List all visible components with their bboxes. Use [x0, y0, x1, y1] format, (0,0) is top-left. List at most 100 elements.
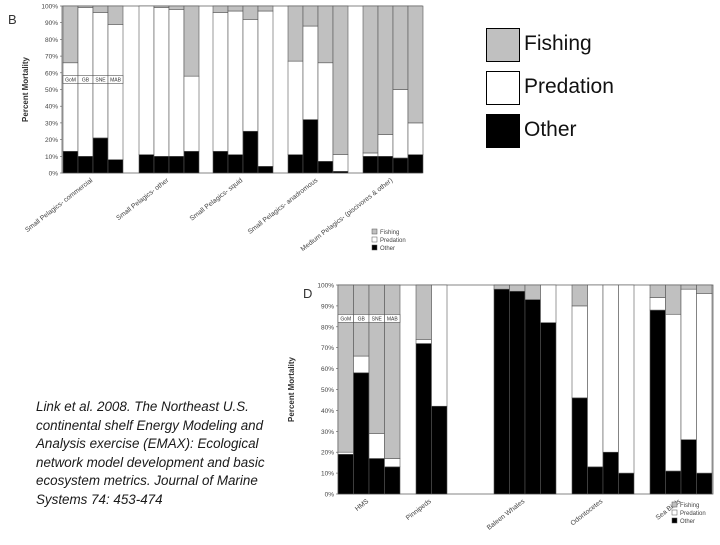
bar-segment-other [362, 156, 379, 174]
bar-segment-other [242, 130, 259, 174]
bar-segment-fishing [337, 284, 354, 453]
small-legend-label-fishing: Fishing [680, 503, 699, 509]
category-label: Small Pelagics- commercial [24, 177, 94, 234]
region-key-label: MAB [387, 317, 399, 323]
bar-segment-other [92, 137, 109, 174]
small-legend-label-other: Other [680, 519, 695, 525]
bar-segment-predation [138, 5, 155, 155]
bar-segment-other [540, 322, 557, 495]
bar-segment-fishing [257, 5, 274, 12]
y-tick-label: 50% [45, 87, 58, 94]
y-tick-label: 90% [321, 303, 334, 310]
bar-segment-predation [227, 10, 244, 155]
bar-segment-fishing [696, 284, 713, 294]
bar-segment-predation [287, 60, 304, 155]
bar-segment-other [384, 466, 401, 495]
bar-segment-other [680, 439, 697, 495]
bar-segment-predation [587, 284, 604, 468]
bar-segment-predation [665, 313, 682, 472]
y-tick-label: 40% [45, 104, 58, 111]
small-legend-swatch-predation [671, 509, 678, 516]
bar-segment-predation [431, 284, 448, 407]
bar-segment-predation [242, 19, 259, 132]
bar-segment-fishing [92, 5, 109, 13]
bar-segment-other [302, 119, 319, 174]
bar-segment-other [337, 453, 354, 495]
bar-segment-other [62, 150, 79, 174]
region-key-label: SNE [95, 78, 106, 84]
y-tick-label: 30% [45, 120, 58, 127]
bar-segment-other [602, 451, 619, 495]
chart-d-svg: D Percent Mortality 0% 10% 20% 30% 40% 50% 60% 70… [287, 283, 714, 532]
y-tick-label: 80% [321, 324, 334, 331]
bar-segment-other [509, 290, 526, 495]
y-tick-label: 70% [321, 345, 334, 352]
bar-segment-fishing [212, 5, 229, 13]
bar-segment-fishing [680, 284, 697, 290]
bar-segment-fishing [77, 5, 94, 8]
bar-segment-predation [212, 12, 229, 152]
bar-segment-fishing [493, 284, 510, 290]
bar-segment-other [257, 166, 274, 174]
bar-segment-predation [540, 284, 557, 323]
legend-swatch-other [486, 114, 520, 148]
bar-segment-fishing [415, 284, 432, 340]
bar-segment-other [377, 156, 394, 174]
y-tick-label: 50% [321, 387, 334, 394]
bar-segment-fishing [362, 5, 379, 154]
bar-segment-other [696, 472, 713, 495]
y-tick-label: 70% [45, 54, 58, 61]
y-tick-label: 40% [321, 408, 334, 415]
bar-segment-predation [571, 305, 588, 399]
bar-segment-fishing [107, 5, 124, 25]
bar-segment-fishing [377, 5, 394, 135]
bar-segment-fishing [665, 284, 682, 315]
bar-segment-other [392, 157, 409, 174]
legend-label-predation: Predation [524, 75, 614, 98]
bar-segment-other [353, 372, 370, 495]
y-axis-label: Percent Mortality [21, 56, 30, 121]
bar-segment-fishing [62, 5, 79, 64]
bar-segment-other [649, 309, 666, 495]
bar-segment-predation [302, 25, 319, 120]
bar-segment-predation [183, 75, 200, 152]
bar-segment-fishing [509, 284, 526, 292]
bar-segment-fishing [242, 5, 259, 20]
y-tick-label: 60% [45, 70, 58, 77]
bar-segment-other [317, 161, 334, 174]
legend-item-fishing: Fishing [486, 28, 686, 62]
y-tick-label: 0% [49, 171, 59, 178]
bar-segment-predation [332, 154, 349, 172]
region-key-cell [384, 314, 401, 323]
panel-letter: B [8, 12, 17, 27]
bar-segment-predation [696, 293, 713, 474]
bar-segment-other [368, 458, 385, 495]
bar-segment-other [168, 156, 185, 174]
bar-segment-other [524, 299, 541, 495]
small-legend-label-other: Other [380, 246, 395, 252]
small-legend-swatch-other [371, 244, 378, 251]
category-label: Pinnipeds [405, 498, 433, 522]
bar-segment-predation [257, 10, 274, 167]
category-label: Small Pelagics- other [115, 177, 170, 223]
bar-segment-fishing [649, 284, 666, 298]
y-tick-label: 100% [41, 4, 58, 11]
bar-segment-fishing [407, 5, 424, 124]
category-label: Small Pelagics- anadromous [247, 177, 320, 236]
bar-segment-predation [415, 339, 432, 344]
small-legend-swatch-fishing [671, 501, 678, 508]
region-key-label: SNE [372, 317, 383, 323]
small-legend-label-fishing: Fishing [380, 230, 399, 236]
y-tick-label: 80% [45, 37, 58, 44]
bar-segment-other [212, 150, 229, 174]
bar-segment-other [227, 154, 244, 174]
legend-label-other: Other [524, 118, 577, 141]
legend-swatch-fishing [486, 28, 520, 62]
bar-segment-fishing [317, 5, 334, 64]
bar-segment-other [587, 466, 604, 495]
bar-segment-other [77, 156, 94, 174]
bar-segment-predation [649, 297, 666, 311]
y-tick-label: 90% [45, 20, 58, 27]
small-legend-swatch-predation [371, 236, 378, 243]
bar-segment-fishing [524, 284, 541, 300]
